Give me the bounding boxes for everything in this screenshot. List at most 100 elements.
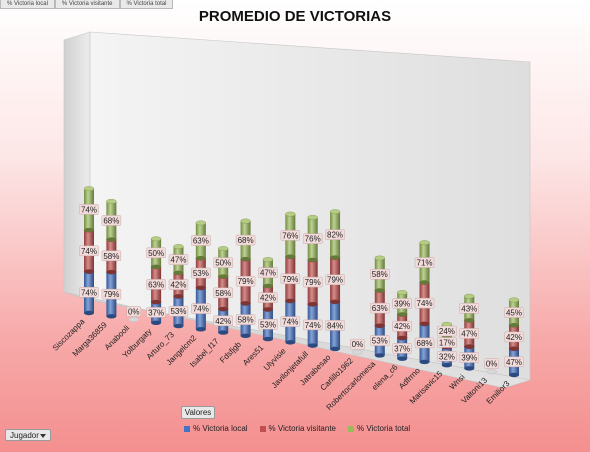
bar-top-cap [150,236,162,242]
bar-bottom-cap [307,343,318,348]
bar-bottom-cap [464,344,475,349]
data-label: 76% [302,233,323,244]
data-label-box [235,234,256,246]
bar-bottom-cap [419,321,430,327]
data-label-text: 53% [372,337,388,346]
data-label-text: 53% [170,307,186,316]
data-label-box [280,273,301,285]
bar-bottom-cap [441,363,452,368]
data-label-box [191,303,211,314]
bar-bottom-cap [173,294,184,299]
data-label-box [302,319,323,331]
data-label: 17% [437,337,457,348]
data-label-box [392,298,412,309]
data-label: 84% [325,320,345,331]
data-label-box [101,250,122,262]
data-label-text: 37% [148,308,164,317]
bar-bottom-cap [262,336,273,342]
legend-swatch-local [184,425,190,432]
data-label-text: 79% [282,275,298,284]
bar-bottom-cap [106,269,117,275]
legend-swatch-visitante [259,425,266,432]
data-label-text: 68% [238,236,254,245]
data-label: 45% [504,307,524,318]
data-label-text: 53% [260,320,276,329]
data-label-text: 58% [372,270,388,279]
data-label-text: 74% [81,247,97,256]
data-label: 0% [484,358,499,369]
values-button[interactable]: Valores [181,406,215,419]
data-label-box [437,325,457,337]
data-label: 53% [168,305,189,317]
bar-bottom-cap [218,330,229,335]
data-label: 53% [191,267,211,279]
field-tab-local[interactable]: % Victoria local [0,0,55,9]
data-label-text: 84% [327,321,343,330]
bar-bottom-cap [262,283,273,289]
data-label-text: 74% [305,321,321,330]
data-label: 0% [126,306,141,317]
category-tick-label: Fdsfjgb [218,340,243,365]
bar-top-cap [195,220,207,226]
data-label-text: 24% [439,327,455,336]
chart-title: PROMEDIO DE VICTORIAS [198,8,392,25]
data-label-box [459,352,480,363]
field-tab-total[interactable]: % Victoria total [119,0,174,9]
data-label: 79% [302,276,323,288]
data-label-text: 74% [417,299,433,308]
legend-item-total: % Victoria total [347,424,410,433]
data-label: 74% [79,204,99,215]
data-label-text: 68% [103,217,119,226]
bar-bottom-cap [218,306,229,312]
field-tab-visitante[interactable]: % Victoria visitante [54,0,120,9]
data-label-box [146,279,166,290]
data-label-box [414,257,435,268]
data-label-text: 47% [506,358,522,367]
data-label-text: 53% [193,269,209,278]
data-label-text: 79% [238,277,254,286]
bar-bottom-cap [240,256,251,262]
data-label-text: 42% [170,281,186,290]
bar-bottom-cap [218,274,229,279]
data-label: 39% [392,298,412,309]
data-label-box [325,274,345,285]
player-filter-dropdown[interactable]: Jugador [5,429,51,441]
data-label-text: 71% [417,259,433,268]
data-label-box [280,230,301,241]
data-label: 74% [414,297,435,309]
bar-top-cap [374,255,385,261]
data-label-box [126,306,141,317]
bar-bottom-cap [84,269,94,274]
data-label-text: 68% [417,339,433,348]
data-label-box [213,315,233,327]
data-label: 42% [504,331,524,343]
data-label-box [350,338,365,350]
data-label: 47% [258,267,278,278]
bar-bottom-cap [240,301,251,306]
data-label-box [459,303,480,314]
data-label-box [504,307,524,318]
data-label: 63% [370,302,390,314]
data-label-text: 74% [81,288,97,297]
data-label-text: 0% [352,340,364,349]
data-label: 37% [146,307,166,318]
data-label: 42% [213,315,233,327]
bar-bottom-cap [464,366,475,371]
bar-top-cap [464,293,475,299]
data-label-text: 76% [305,235,321,244]
data-label-box [370,302,390,314]
data-label-text: 76% [282,231,298,240]
bar-top-cap [329,209,341,215]
bar-bottom-cap [464,318,475,323]
bar-bottom-cap [307,301,318,307]
data-label: 0% [350,338,365,350]
data-label-box [191,267,211,279]
bar-bottom-cap [106,237,117,242]
data-label-box [101,288,122,300]
data-label-box [370,335,390,346]
bar-bottom-cap [509,372,519,378]
bar-bottom-cap [307,257,318,263]
data-label: 47% [168,254,189,265]
data-label-text: 74% [193,305,209,314]
